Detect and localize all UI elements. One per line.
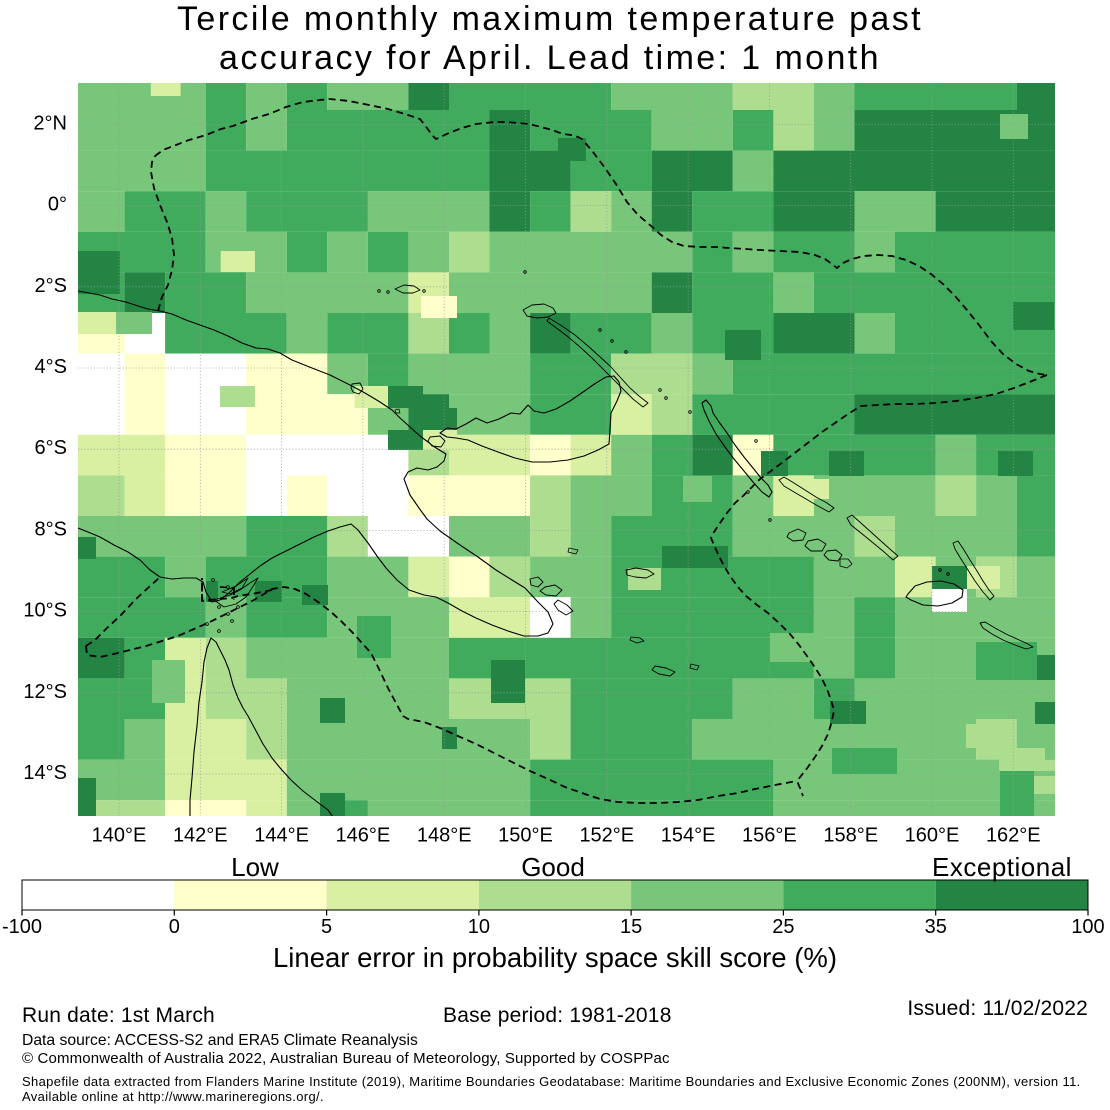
svg-text:Data source: ACCESS-S2 and ERA: Data source: ACCESS-S2 and ERA5 Climate … (22, 1032, 418, 1049)
svg-text:148°E: 148°E (417, 825, 472, 847)
svg-text:12°S: 12°S (23, 681, 67, 703)
svg-text:8°S: 8°S (35, 518, 67, 540)
svg-text:35: 35 (925, 916, 947, 938)
svg-text:25: 25 (772, 916, 794, 938)
svg-text:154°E: 154°E (661, 825, 716, 847)
svg-text:2°N: 2°N (33, 112, 67, 134)
svg-text:6°S: 6°S (35, 437, 67, 459)
svg-text:146°E: 146°E (336, 825, 391, 847)
svg-text:144°E: 144°E (254, 825, 309, 847)
svg-text:Good: Good (521, 852, 585, 882)
svg-text:Issued: 11/02/2022: Issued: 11/02/2022 (907, 997, 1088, 1020)
svg-text:© Commonwealth of Australia 20: © Commonwealth of Australia 2022, Austra… (22, 1050, 670, 1067)
svg-text:140°E: 140°E (92, 825, 147, 847)
svg-text:160°E: 160°E (905, 825, 960, 847)
svg-text:0: 0 (169, 916, 180, 938)
svg-text:Shapefile data extracted from: Shapefile data extracted from Flanders M… (22, 1074, 1081, 1089)
svg-text:10: 10 (468, 916, 490, 938)
svg-text:Run date: 1st March: Run date: 1st March (22, 1004, 215, 1027)
svg-text:4°S: 4°S (35, 356, 67, 378)
svg-text:156°E: 156°E (742, 825, 797, 847)
svg-text:accuracy for April. Lead time:: accuracy for April. Lead time: 1 month (219, 39, 881, 77)
svg-text:Available online at http://www: Available online at http://www.marinereg… (22, 1089, 324, 1104)
svg-text:10°S: 10°S (23, 600, 67, 622)
svg-text:Linear error in probability sp: Linear error in probability space skill … (273, 942, 837, 973)
svg-text:Base period: 1981-2018: Base period: 1981-2018 (443, 1004, 672, 1027)
svg-text:15: 15 (620, 916, 642, 938)
svg-text:14°S: 14°S (23, 762, 67, 784)
svg-text:158°E: 158°E (823, 825, 878, 847)
svg-text:Low: Low (231, 852, 279, 882)
svg-text:152°E: 152°E (579, 825, 634, 847)
svg-text:0°: 0° (48, 194, 67, 216)
svg-text:Exceptional: Exceptional (932, 852, 1072, 882)
svg-text:100: 100 (1071, 916, 1104, 938)
svg-text:142°E: 142°E (173, 825, 228, 847)
svg-text:150°E: 150°E (498, 825, 553, 847)
svg-text:162°E: 162°E (986, 825, 1041, 847)
svg-text:Tercile monthly maximum temper: Tercile monthly maximum temperature past (177, 0, 923, 38)
svg-text:-100: -100 (2, 916, 42, 938)
svg-text:5: 5 (321, 916, 332, 938)
svg-text:2°S: 2°S (35, 275, 67, 297)
